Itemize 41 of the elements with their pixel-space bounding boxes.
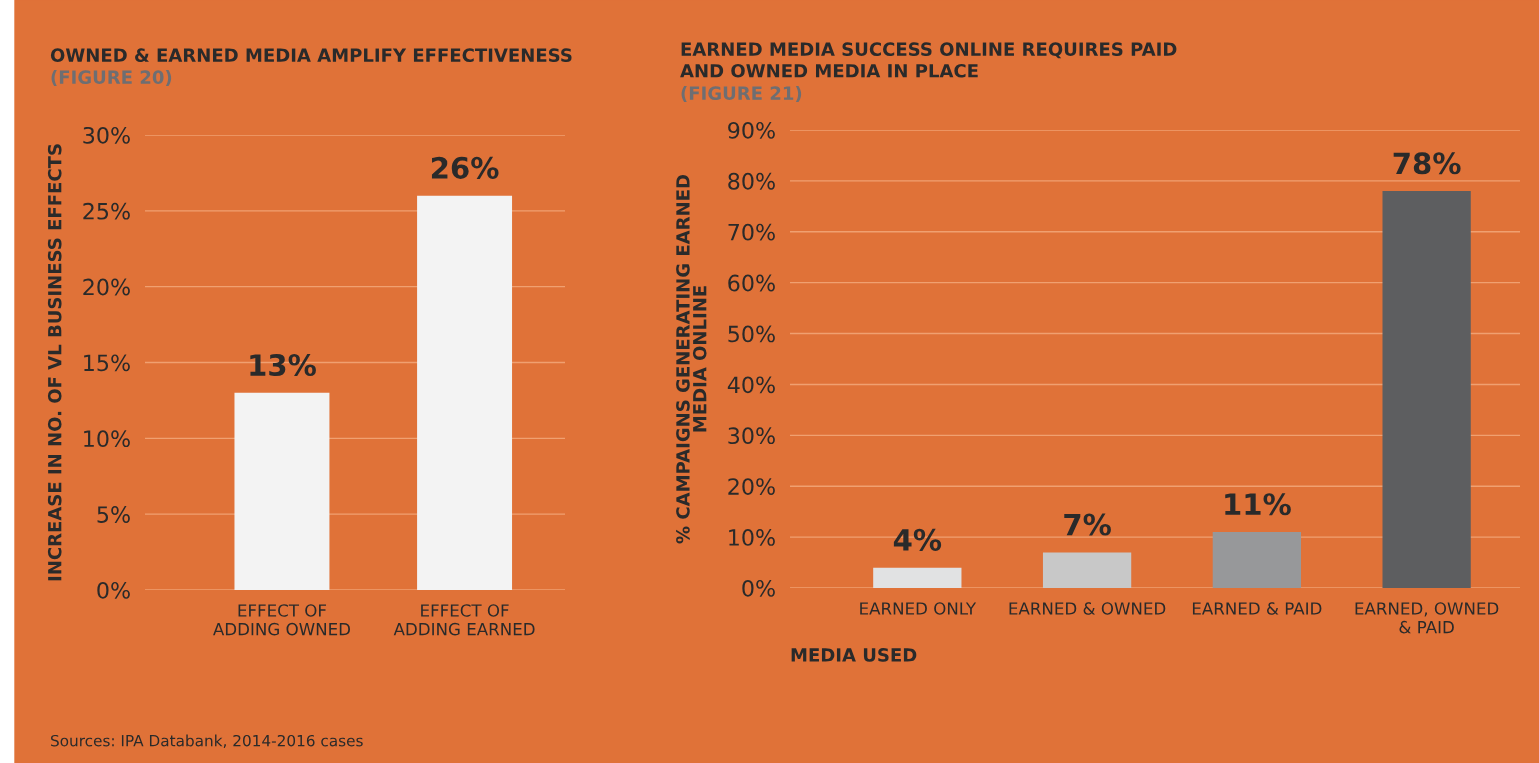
y-tick-label: 15% bbox=[84, 354, 130, 372]
y-tick-label: 80% bbox=[728, 172, 775, 190]
x-tick-label: EFFECT OF ADDING EARNED bbox=[393, 604, 535, 636]
data-label: 11% bbox=[1225, 493, 1291, 516]
y-axis-title: INCREASE IN NO. OF VL BUSINESS EFFECTS bbox=[47, 144, 62, 581]
chart-subtitle: (FIGURE 21) bbox=[681, 86, 802, 103]
y-tick-label: 0% bbox=[97, 581, 130, 599]
x-tick-label: EFFECT OF ADDING OWNED bbox=[213, 604, 351, 636]
x-tick-label: EARNED & PAID bbox=[1192, 602, 1322, 615]
bar bbox=[1382, 191, 1471, 588]
bar bbox=[873, 567, 962, 588]
y-tick-label: 20% bbox=[728, 478, 775, 495]
x-tick-label: EARNED ONLY bbox=[860, 602, 977, 615]
x-axis-title: MEDIA USED bbox=[791, 648, 917, 662]
chart-title: OWNED & EARNED MEDIA AMPLIFY EFFECTIVENESS bbox=[50, 48, 572, 62]
y-tick-label: 60% bbox=[728, 274, 775, 292]
y-tick-label: 10% bbox=[729, 529, 775, 546]
bar bbox=[1212, 532, 1301, 588]
y-tick-label: 25% bbox=[83, 202, 130, 220]
chart-subtitle: (FIGURE 20) bbox=[51, 70, 172, 87]
y-tick-label: 50% bbox=[728, 325, 775, 343]
y-tick-label: 30% bbox=[83, 126, 130, 144]
x-tick-label: EARNED & OWNED bbox=[1009, 602, 1166, 615]
x-tick-label: EARNED, OWNED & PAID bbox=[1355, 602, 1499, 634]
chart-title: EARNED MEDIA SUCCESS ONLINE REQUIRES PAID AND OWNED MEDIA IN PLACE bbox=[680, 42, 1177, 78]
y-tick-label: 70% bbox=[728, 223, 775, 241]
y-tick-label: 20% bbox=[83, 278, 130, 296]
y-tick-label: 40% bbox=[727, 376, 775, 394]
data-label: 78% bbox=[1393, 152, 1461, 175]
data-label: 4% bbox=[893, 528, 942, 551]
data-label: 26% bbox=[431, 156, 499, 179]
y-tick-label: 0% bbox=[742, 579, 775, 597]
data-label: 7% bbox=[1064, 513, 1111, 536]
y-tick-label: 5% bbox=[97, 506, 130, 523]
source-note: Sources: IPA Databank, 2014-2016 cases bbox=[51, 734, 363, 748]
y-axis-title: % CAMPAIGNS GENERATING EARNED MEDIA ONLINE bbox=[676, 174, 707, 544]
y-tick-label: 30% bbox=[728, 427, 775, 445]
y-tick-label: 10% bbox=[84, 430, 130, 448]
bar bbox=[1042, 552, 1132, 588]
y-tick-label: 90% bbox=[728, 121, 775, 139]
data-label: 13% bbox=[250, 354, 316, 377]
